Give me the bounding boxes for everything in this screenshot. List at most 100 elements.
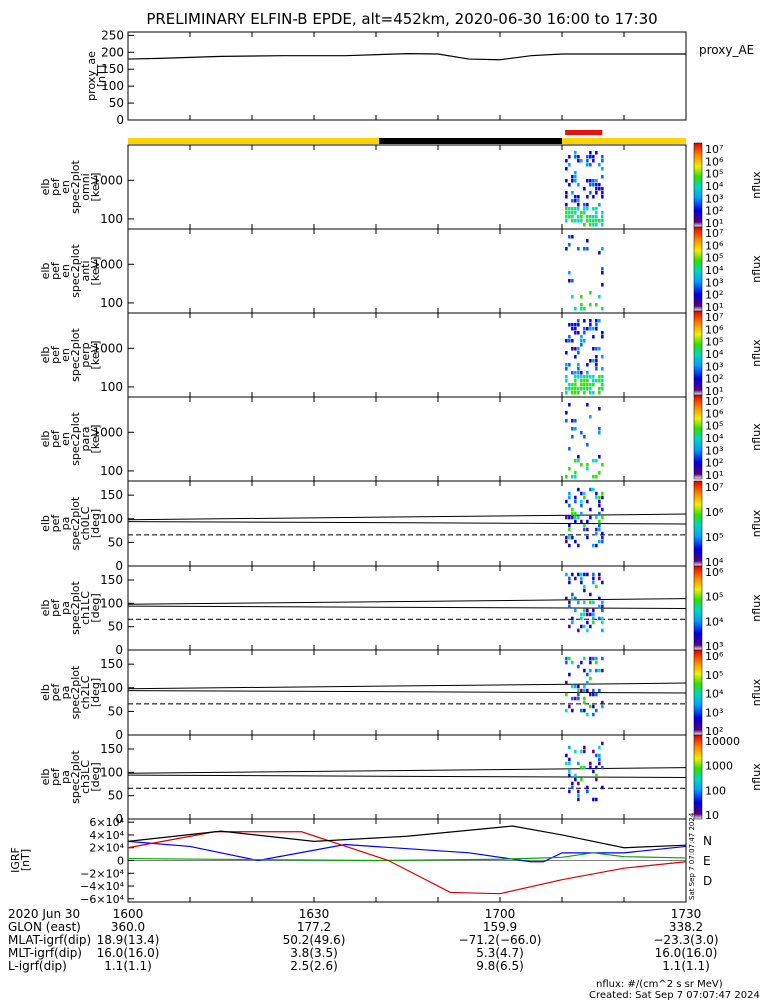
- colorbar-label: 10⁶: [705, 566, 724, 579]
- colorbar-label: 10³: [705, 706, 723, 719]
- panel-ylabel: spec2plot: [69, 160, 82, 214]
- spectrogram-pixel: [574, 355, 577, 359]
- spectrogram-pixel: [571, 511, 574, 516]
- spectrogram-pixel: [568, 773, 571, 778]
- colorbar-label: 10⁴: [705, 615, 724, 628]
- spectrogram-pixel: [586, 785, 589, 790]
- spectrogram-pixel: [601, 175, 604, 179]
- spectrogram-pixel: [568, 576, 571, 581]
- spectrogram-pixel: [589, 704, 592, 709]
- spectrogram-pixel: [571, 207, 574, 211]
- spectrogram-pixel: [583, 375, 586, 379]
- spectrogram-pixel: [568, 761, 571, 766]
- spectrogram-pixel: [601, 379, 604, 383]
- spectrogram-pixel: [595, 531, 598, 536]
- spectrogram-pixel: [586, 159, 589, 163]
- spectrogram-pixel: [574, 179, 577, 183]
- spectrogram-pixel: [601, 463, 604, 467]
- spectrogram-pixel: [592, 769, 595, 774]
- spectrogram-pixel: [601, 668, 604, 673]
- spectrogram-pixel: [568, 155, 571, 159]
- colorbar-unit: nflux: [750, 509, 763, 537]
- panel-ylabel: en: [59, 264, 72, 278]
- igrf-e-line: [127, 852, 687, 862]
- spectrogram-pixel: [580, 295, 583, 299]
- spectrogram-pixel: [580, 499, 583, 504]
- spectrogram-pixel: [574, 539, 577, 544]
- colorbar: [693, 734, 703, 820]
- spectrogram-pixel: [577, 459, 580, 463]
- spectrogram-pixel: [568, 235, 571, 239]
- spectrogram-pixel: [571, 391, 574, 395]
- spectrogram-pixel: [580, 616, 583, 621]
- spectrogram-pixel: [580, 572, 583, 577]
- panel-ytick-label: 50: [108, 704, 123, 718]
- panel-ylabel: ch0LC: [79, 506, 92, 540]
- spectrogram-pixel: [592, 327, 595, 331]
- spectrogram-pixel: [565, 195, 568, 199]
- spectrogram-pixel: [568, 403, 571, 407]
- spectrogram-pixel: [577, 781, 580, 786]
- spectrogram-pixel: [574, 155, 577, 159]
- spectrogram-pixel: [595, 459, 598, 463]
- spectrogram-pixel: [589, 327, 592, 331]
- spectrogram-pixel: [592, 347, 595, 351]
- spectrogram-pixel: [592, 704, 595, 709]
- spectrogram-pixel: [565, 475, 568, 479]
- spectrogram-pixel: [580, 387, 583, 391]
- panel-ylabel: pef: [49, 598, 62, 617]
- spectrogram-pixel: [571, 419, 574, 423]
- spectrogram-pixel: [565, 191, 568, 195]
- spectrogram-pixel: [592, 608, 595, 613]
- spectrogram-pixel: [583, 383, 586, 387]
- ephemeris-value: 50.2(49.6): [283, 933, 346, 947]
- colorbar-unit: nflux: [750, 678, 763, 706]
- spectrogram-pixel: [592, 620, 595, 625]
- panel-ytick-label: 100: [100, 296, 123, 310]
- spectrogram-pixel: [598, 753, 601, 758]
- igrf-ytick-label: 4×10⁴: [89, 829, 124, 842]
- spectrogram-pixel: [568, 279, 571, 283]
- colorbar-unit: nflux: [750, 255, 763, 283]
- colorbar-label: 10⁵: [705, 252, 723, 265]
- panel-ylabel: [deg]: [89, 762, 102, 791]
- spectrogram-pixel: [586, 195, 589, 199]
- spectrogram-pixel: [574, 596, 577, 601]
- spectrogram-pixel: [589, 656, 592, 661]
- spectrogram-pixel: [583, 765, 586, 770]
- spectrogram-pixel: [598, 387, 601, 391]
- spectrogram-pixel: [592, 223, 595, 227]
- spectrogram-pixel: [583, 749, 586, 754]
- panel-ylabel: spec2plot: [69, 581, 82, 635]
- spectrogram-pixel: [601, 331, 604, 335]
- spectrogram-pixel: [601, 628, 604, 633]
- spectrogram-pixel: [583, 331, 586, 335]
- panel-ylabel: elb: [39, 600, 52, 617]
- spectrogram-pixel: [568, 335, 571, 339]
- spectrogram-pixel: [580, 343, 583, 347]
- spectrogram-pixel: [580, 307, 583, 311]
- spectrogram-pixel: [595, 495, 598, 500]
- spectrogram-pixel: [577, 323, 580, 327]
- spectrogram-pixel: [571, 781, 574, 786]
- ephemeris-value: 338.2: [669, 920, 703, 934]
- spectrogram-pixel: [571, 199, 574, 203]
- panel-ylabel: pef: [49, 683, 62, 702]
- spectrogram-pixel: [586, 219, 589, 223]
- spectrogram-pixel: [571, 295, 574, 299]
- spectrogram-pixel: [592, 215, 595, 219]
- colorbar-label: 10⁷: [705, 481, 723, 494]
- spectrogram-pixel: [568, 467, 571, 471]
- spectrogram-pixel: [583, 588, 586, 593]
- igrf-ytick-label: 2×10⁴: [89, 842, 124, 855]
- spectrogram-pixel: [565, 572, 568, 577]
- colorbar: [693, 394, 703, 480]
- panel-ytick-label: 50: [108, 535, 123, 549]
- panel-ylabel: pef: [49, 345, 62, 364]
- spectrogram-pixel: [595, 692, 598, 697]
- proxy-ae-ylabel: proxy_ae: [85, 51, 98, 101]
- spectrogram-pixel: [598, 163, 601, 167]
- spectrogram-pixel: [601, 785, 604, 790]
- igrf-ytick-label: −6×10⁴: [80, 893, 124, 906]
